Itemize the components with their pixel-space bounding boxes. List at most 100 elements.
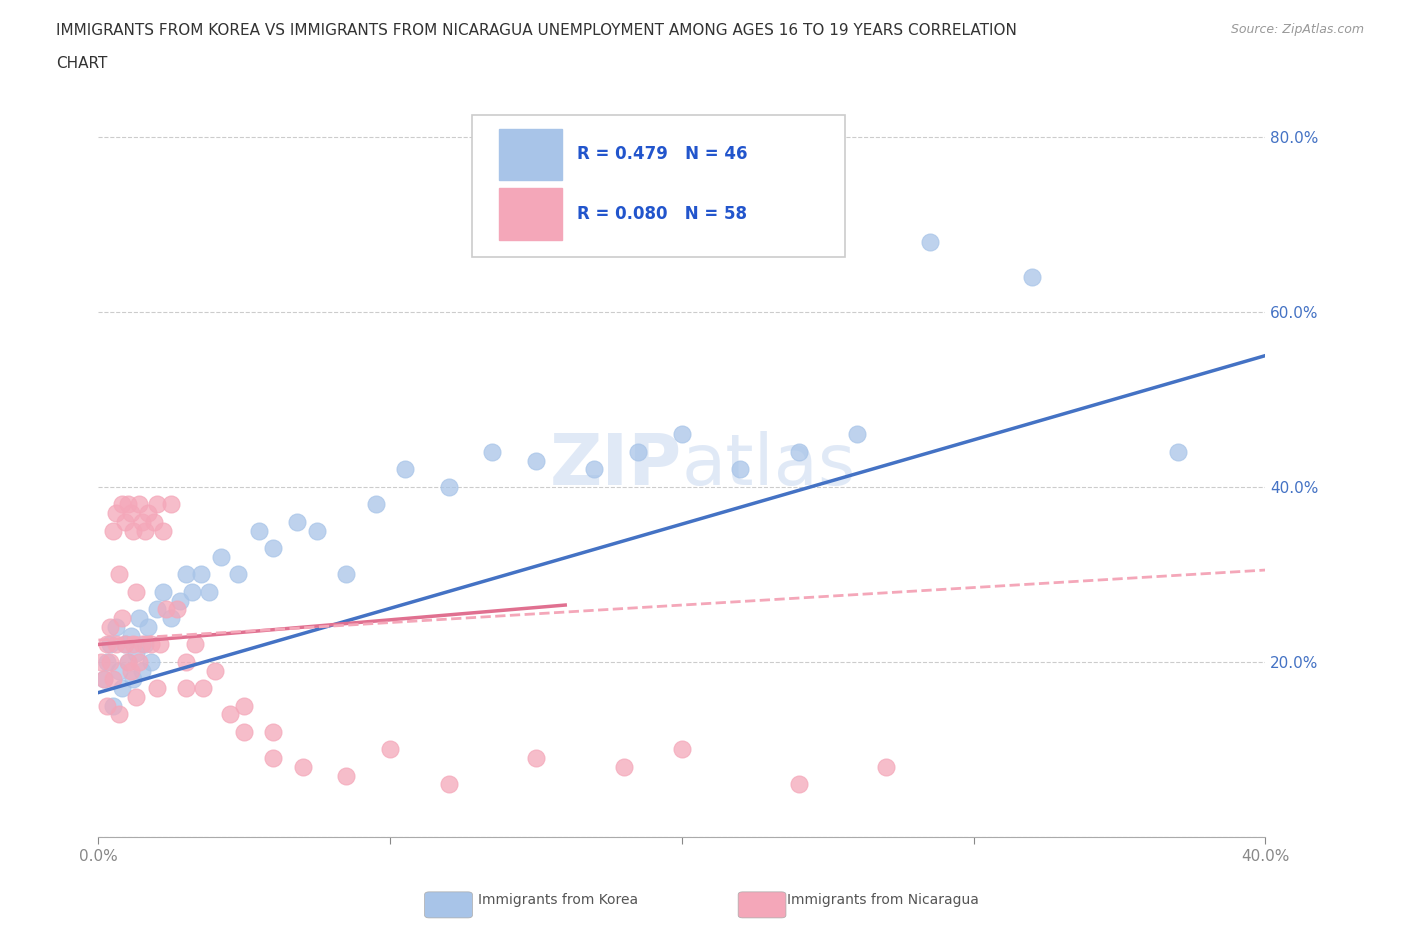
Point: [1021, 270, 1043, 285]
Point: [98, 619, 121, 634]
Point: [918, 234, 941, 249]
Point: [90, 655, 112, 670]
Point: [233, 724, 256, 739]
Point: [524, 453, 547, 468]
Point: [114, 637, 136, 652]
Point: [111, 497, 134, 512]
Point: [612, 760, 634, 775]
Point: [183, 637, 205, 652]
Point: [128, 655, 150, 670]
Point: [136, 506, 159, 521]
Point: [190, 567, 212, 582]
Point: [437, 480, 460, 495]
Point: [204, 663, 226, 678]
Point: [247, 524, 270, 538]
Point: [108, 707, 131, 722]
Point: [96, 655, 118, 670]
Point: [671, 427, 693, 442]
Text: Immigrants from Nicaragua: Immigrants from Nicaragua: [787, 893, 979, 907]
Point: [262, 724, 284, 739]
Point: [96, 637, 118, 652]
Point: [262, 751, 284, 765]
Point: [146, 497, 169, 512]
Point: [101, 698, 124, 713]
Point: [108, 567, 131, 582]
Point: [131, 514, 153, 529]
Point: [117, 497, 139, 512]
Point: [787, 445, 810, 459]
Point: [111, 611, 134, 626]
Point: [120, 663, 142, 678]
Point: [262, 540, 284, 555]
Point: [228, 567, 250, 582]
Point: [98, 655, 121, 670]
Point: [93, 672, 115, 687]
Point: [128, 497, 150, 512]
Point: [193, 681, 215, 696]
Point: [174, 567, 197, 582]
Point: [335, 567, 357, 582]
Point: [174, 655, 197, 670]
Point: [120, 629, 142, 644]
Text: R = 0.080   N = 58: R = 0.080 N = 58: [576, 205, 747, 222]
Point: [125, 689, 148, 704]
Point: [218, 707, 240, 722]
Point: [146, 681, 169, 696]
Point: [139, 655, 162, 670]
Point: [125, 645, 148, 660]
Text: Source: ZipAtlas.com: Source: ZipAtlas.com: [1230, 23, 1364, 36]
Point: [160, 611, 183, 626]
Point: [96, 698, 118, 713]
Point: [627, 445, 650, 459]
Point: [378, 742, 402, 757]
Point: [160, 497, 183, 512]
Point: [120, 506, 142, 521]
Point: [285, 514, 308, 529]
Text: CHART: CHART: [56, 56, 108, 71]
Point: [134, 524, 156, 538]
Point: [117, 655, 139, 670]
Point: [108, 663, 131, 678]
Point: [291, 760, 314, 775]
Point: [180, 584, 202, 599]
Point: [209, 550, 232, 565]
Text: Immigrants from Korea: Immigrants from Korea: [478, 893, 638, 907]
Point: [524, 751, 547, 765]
Point: [101, 672, 124, 687]
Point: [174, 681, 197, 696]
Point: [728, 462, 751, 477]
Point: [198, 584, 221, 599]
Point: [152, 584, 174, 599]
FancyBboxPatch shape: [499, 128, 562, 180]
Point: [845, 427, 868, 442]
Point: [437, 777, 460, 792]
Point: [671, 742, 693, 757]
Point: [152, 524, 174, 538]
FancyBboxPatch shape: [499, 188, 562, 240]
FancyBboxPatch shape: [472, 115, 845, 257]
Point: [481, 445, 503, 459]
Point: [117, 655, 139, 670]
Point: [122, 524, 145, 538]
Point: [307, 524, 329, 538]
Point: [136, 619, 159, 634]
Text: R = 0.479   N = 46: R = 0.479 N = 46: [576, 145, 748, 163]
Point: [875, 760, 897, 775]
Point: [134, 637, 156, 652]
Point: [583, 462, 606, 477]
Point: [131, 663, 153, 678]
Point: [787, 777, 810, 792]
Point: [98, 637, 121, 652]
Point: [394, 462, 416, 477]
Point: [233, 698, 256, 713]
Point: [122, 672, 145, 687]
Point: [149, 637, 172, 652]
Text: IMMIGRANTS FROM KOREA VS IMMIGRANTS FROM NICARAGUA UNEMPLOYMENT AMONG AGES 16 TO: IMMIGRANTS FROM KOREA VS IMMIGRANTS FROM…: [56, 23, 1017, 38]
Point: [1167, 445, 1189, 459]
Point: [93, 672, 115, 687]
Point: [139, 637, 162, 652]
Point: [104, 637, 127, 652]
Point: [146, 602, 169, 617]
Point: [114, 637, 136, 652]
Point: [155, 602, 177, 617]
